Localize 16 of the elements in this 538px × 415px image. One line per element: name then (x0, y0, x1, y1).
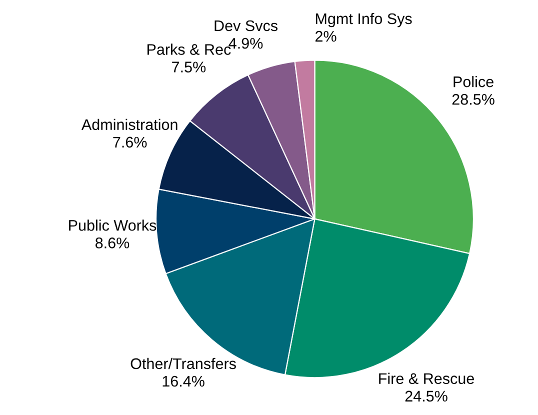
slice-label: Mgmt Info Sys (316, 12, 412, 28)
data-label: 4.9% (228, 38, 263, 49)
slice-label: Administration (81, 118, 178, 130)
slice-label: Dev Svcs (214, 20, 278, 32)
data-label: 7.6% (113, 136, 147, 148)
slice-label: Parks & Rec (148, 44, 231, 55)
data-label: 2% (316, 30, 336, 42)
data-label: 16.4% (162, 376, 204, 387)
slice-label: Other/Transfers (130, 358, 236, 370)
slice-label: Police (454, 76, 494, 88)
data-label: 7.5% (172, 62, 206, 72)
data-label: 8.6% (96, 238, 130, 248)
slice-label: Public Works (69, 220, 156, 231)
slice-label: Fire & Rescue (379, 372, 474, 384)
data-label: 28.5% (452, 94, 494, 105)
data-label: 24.5% (405, 390, 448, 402)
